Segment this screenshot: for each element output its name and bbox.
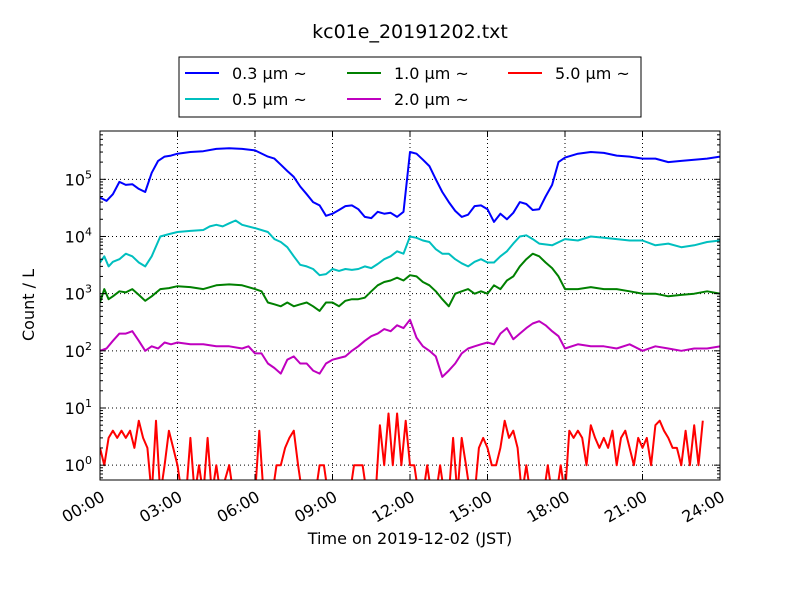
- series-layer: [100, 147, 720, 480]
- y-axis-label: Count / L: [19, 269, 38, 341]
- y-tick-label: 102: [65, 340, 92, 361]
- axis-ticks: [99, 130, 721, 480]
- x-axis-label: Time on 2019-12-02 (JST): [307, 529, 512, 548]
- series-line-5: [100, 412, 704, 480]
- series-line-1: [100, 147, 720, 223]
- y-tick-labels: 100 101 102 103 104 105: [65, 168, 92, 475]
- series-line-3: [100, 252, 720, 312]
- legend-box: [178, 56, 642, 118]
- legend-label-2: 0.5 μm ~: [232, 90, 307, 109]
- legend-label-4: 2.0 μm ~: [394, 90, 469, 109]
- legend-label-1: 0.3 μm ~: [232, 64, 307, 83]
- chart-title: kc01e_20191202.txt: [312, 21, 508, 43]
- y-tick-label: 101: [65, 397, 92, 418]
- series-line-4: [100, 318, 720, 378]
- y-tick-label: 104: [65, 225, 92, 246]
- y-tick-label: 103: [65, 283, 92, 304]
- series-line-2: [100, 219, 720, 277]
- legend-label-5: 5.0 μm ~: [555, 64, 630, 83]
- y-tick-label: 105: [65, 168, 92, 189]
- y-tick-label: 100: [65, 454, 92, 475]
- legend: 0.3 μm ~ 0.5 μm ~ 1.0 μm ~ 2.0 μm ~ 5.0 μm ~: [178, 56, 642, 118]
- legend-label-3: 1.0 μm ~: [394, 64, 469, 83]
